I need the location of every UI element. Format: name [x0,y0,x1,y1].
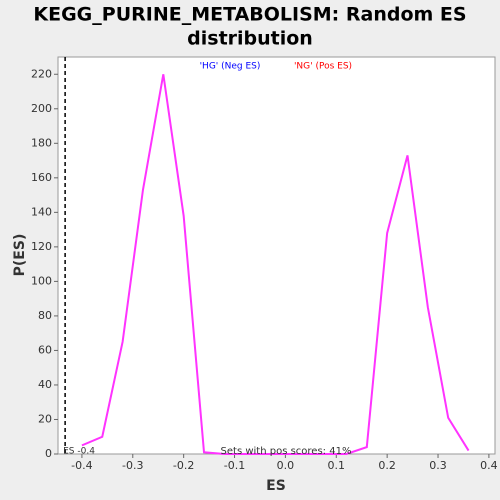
annotation: 'NG' (Pos ES) [294,62,352,72]
y-tick-label: 220 [31,67,52,80]
y-tick-label: 200 [31,102,52,115]
y-tick-label: 120 [31,240,52,253]
y-tick-label: 80 [38,309,52,322]
y-axis-label: P(ES) [12,234,28,277]
x-tick-label: 0.1 [328,459,346,472]
y-tick-label: 40 [38,378,52,391]
x-tick-label: -0.3 [122,459,143,472]
es-label: ES -0.4 [63,447,95,457]
y-tick-label: 140 [31,205,52,218]
x-tick-label: -0.2 [173,459,194,472]
y-tick-label: 100 [31,274,52,287]
x-axis-label: ES [266,478,286,494]
annotation: 'HG' (Neg ES) [200,62,261,72]
plot-area [57,56,496,455]
chart-title: distribution [187,28,313,50]
y-tick-label: 60 [38,343,52,356]
x-tick-label: 0.2 [378,459,396,472]
es-line-series [81,74,470,455]
x-tick-label: 0.3 [429,459,447,472]
x-tick-label: -0.1 [224,459,245,472]
y-tick-label: 20 [38,412,52,425]
x-tick-label: -0.4 [71,459,92,472]
y-tick-label: 160 [31,171,52,184]
y-tick-label: 180 [31,136,52,149]
x-tick-label: 0.0 [277,459,295,472]
chart-title: KEGG_PURINE_METABOLISM: Random ES [33,4,466,26]
x-tick-label: 0.4 [480,459,498,472]
y-tick-label: 0 [45,447,52,460]
footnote: Sets with pos scores: 41% [221,446,352,457]
